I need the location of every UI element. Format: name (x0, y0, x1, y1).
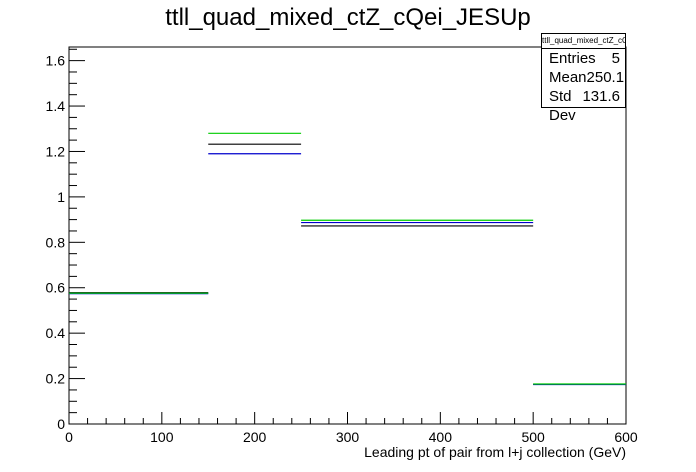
stats-value: 5 (611, 50, 620, 67)
stats-row-mean: Mean 250.1 (542, 68, 625, 87)
y-tick-label: 1.4 (46, 98, 66, 114)
x-tick-label: 600 (614, 429, 638, 445)
y-tick-label: 0.8 (46, 234, 66, 250)
stats-label: Std Dev (549, 88, 576, 124)
y-tick-label: 0 (57, 416, 65, 432)
y-tick-label: 0.6 (46, 280, 66, 296)
x-tick-label: 0 (65, 429, 73, 445)
series-1 (69, 143, 626, 385)
x-tick-label: 500 (521, 429, 545, 445)
stats-row-entries: Entries 5 (542, 49, 625, 68)
stats-row-stddev: Std Dev 131.6 (542, 87, 625, 124)
series-3 (69, 132, 626, 385)
y-tick-label: 1 (57, 189, 65, 205)
x-tick-label: 100 (150, 429, 174, 445)
x-tick-label: 300 (336, 429, 360, 445)
x-axis-label: Leading pt of pair from l+j collection (… (364, 444, 626, 460)
x-tick-label: 200 (243, 429, 267, 445)
y-tick-label: 1.2 (46, 143, 66, 159)
stats-label: Entries (549, 50, 596, 67)
x-axis: 0 100 200 300 400 500 600 (65, 412, 638, 445)
series-group (69, 132, 626, 386)
x-tick-label: 400 (429, 429, 453, 445)
stats-label: Mean (549, 69, 587, 86)
stats-value: 131.6 (582, 88, 620, 105)
y-tick-label: 0.4 (46, 325, 66, 341)
stats-box: ttll_quad_mixed_ctZ_cQei_JESUp Entries 5… (541, 33, 626, 124)
stats-value: 250.1 (586, 69, 625, 86)
series-2 (69, 153, 626, 386)
y-axis: 0 0.2 0.4 0.6 0.8 1 1.2 1.4 1.6 (46, 48, 85, 432)
y-tick-label: 0.2 (46, 371, 66, 387)
stats-box-title: ttll_quad_mixed_ctZ_cQei_JESUp (542, 34, 625, 49)
chart-title: ttll_quad_mixed_ctZ_cQei_JESUp (165, 4, 531, 31)
y-tick-label: 1.6 (46, 53, 66, 69)
